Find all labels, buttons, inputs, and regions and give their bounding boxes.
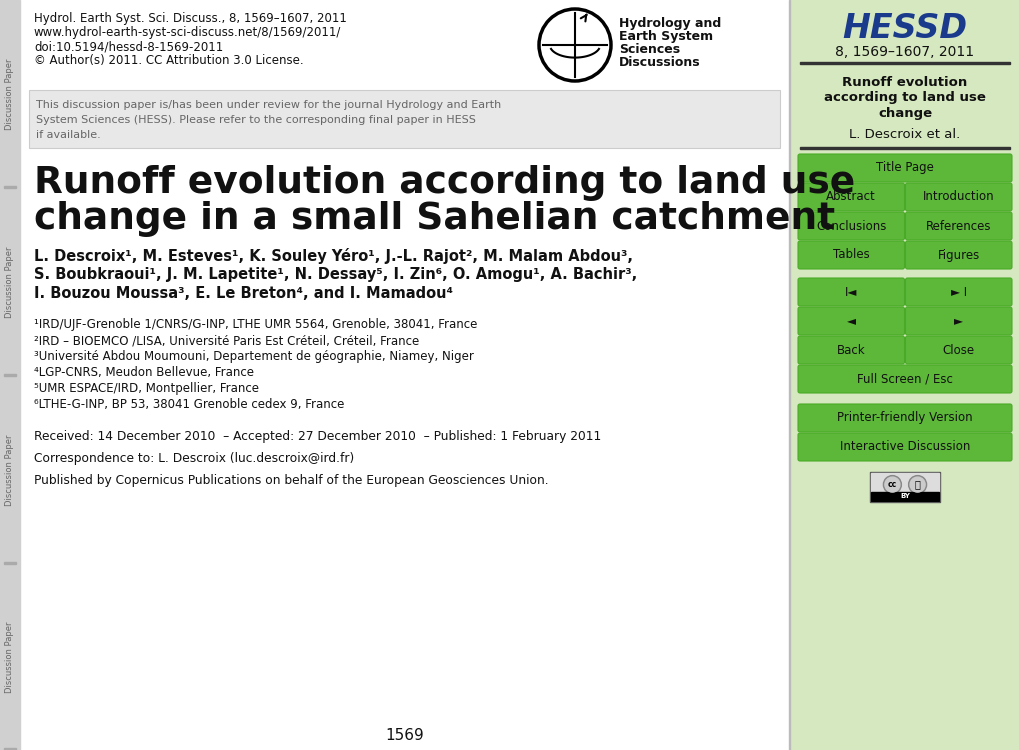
Bar bbox=[790, 0, 1019, 750]
Bar bbox=[20, 0, 790, 750]
Text: change: change bbox=[877, 107, 931, 121]
Text: Back: Back bbox=[837, 344, 865, 356]
Bar bbox=[4, 374, 16, 376]
FancyBboxPatch shape bbox=[797, 183, 904, 211]
FancyBboxPatch shape bbox=[797, 404, 1011, 432]
Text: ³Université Abdou Moumouni, Departement de géographie, Niamey, Niger: ³Université Abdou Moumouni, Departement … bbox=[34, 350, 474, 363]
Text: Conclusions: Conclusions bbox=[815, 220, 886, 232]
Text: Discussion Paper: Discussion Paper bbox=[5, 434, 14, 506]
Text: 8, 1569–1607, 2011: 8, 1569–1607, 2011 bbox=[835, 45, 973, 59]
Bar bbox=[0, 564, 20, 750]
Text: HESSD: HESSD bbox=[842, 11, 967, 44]
Text: Discussion Paper: Discussion Paper bbox=[5, 58, 14, 130]
Text: Received: 14 December 2010  – Accepted: 27 December 2010  – Published: 1 Februar: Received: 14 December 2010 – Accepted: 2… bbox=[34, 430, 600, 443]
Text: References: References bbox=[925, 220, 990, 232]
Text: S. Boubkraoui¹, J. M. Lapetite¹, N. Dessay⁵, I. Zin⁶, O. Amogu¹, A. Bachir³,: S. Boubkraoui¹, J. M. Lapetite¹, N. Dess… bbox=[34, 267, 637, 282]
Text: ⁵UMR ESPACE/IRD, Montpellier, France: ⁵UMR ESPACE/IRD, Montpellier, France bbox=[34, 382, 259, 395]
Bar bbox=[0, 188, 20, 376]
Text: Hydrology and: Hydrology and bbox=[619, 17, 720, 30]
Circle shape bbox=[884, 477, 899, 492]
Text: Runoff evolution: Runoff evolution bbox=[842, 76, 967, 88]
Text: ²IRD – BIOEMCO /LISA, Université Paris Est Créteil, Créteil, France: ²IRD – BIOEMCO /LISA, Université Paris E… bbox=[34, 334, 419, 347]
Bar bbox=[799, 147, 1009, 148]
Text: Interactive Discussion: Interactive Discussion bbox=[839, 440, 969, 454]
Text: Figures: Figures bbox=[936, 248, 979, 262]
FancyBboxPatch shape bbox=[797, 241, 904, 269]
Text: Tables: Tables bbox=[833, 248, 869, 262]
Bar bbox=[870, 492, 938, 501]
Bar bbox=[799, 62, 1009, 64]
FancyBboxPatch shape bbox=[905, 336, 1011, 364]
Text: Published by Copernicus Publications on behalf of the European Geosciences Union: Published by Copernicus Publications on … bbox=[34, 474, 548, 487]
Bar bbox=[4, 562, 16, 564]
FancyBboxPatch shape bbox=[905, 307, 1011, 335]
Bar bbox=[0, 0, 20, 188]
Bar bbox=[0, 376, 20, 564]
FancyBboxPatch shape bbox=[797, 278, 904, 306]
Circle shape bbox=[909, 477, 924, 492]
Text: ► I: ► I bbox=[950, 286, 966, 298]
Circle shape bbox=[908, 476, 925, 494]
Text: Close: Close bbox=[942, 344, 974, 356]
Text: Printer-friendly Version: Printer-friendly Version bbox=[837, 412, 972, 424]
Text: I. Bouzou Moussa³, E. Le Breton⁴, and I. Mamadou⁴: I. Bouzou Moussa³, E. Le Breton⁴, and I.… bbox=[34, 286, 452, 301]
Text: © Author(s) 2011. CC Attribution 3.0 License.: © Author(s) 2011. CC Attribution 3.0 Lic… bbox=[34, 54, 304, 67]
Text: if available.: if available. bbox=[36, 130, 101, 140]
Text: BY: BY bbox=[899, 494, 909, 500]
Bar bbox=[4, 748, 16, 750]
Text: ⁶LTHE-G-INP, BP 53, 38041 Grenoble cedex 9, France: ⁶LTHE-G-INP, BP 53, 38041 Grenoble cedex… bbox=[34, 398, 344, 411]
FancyBboxPatch shape bbox=[797, 212, 904, 240]
Text: according to land use: according to land use bbox=[823, 92, 985, 104]
Text: ¹IRD/UJF-Grenoble 1/CNRS/G-INP, LTHE UMR 5564, Grenoble, 38041, France: ¹IRD/UJF-Grenoble 1/CNRS/G-INP, LTHE UMR… bbox=[34, 318, 477, 331]
Text: ►: ► bbox=[954, 314, 962, 328]
Circle shape bbox=[538, 9, 610, 81]
FancyBboxPatch shape bbox=[905, 241, 1011, 269]
Text: Title Page: Title Page bbox=[875, 161, 933, 175]
Text: cc: cc bbox=[887, 480, 896, 489]
FancyBboxPatch shape bbox=[797, 433, 1011, 461]
Text: ⁴LGP-CNRS, Meudon Bellevue, France: ⁴LGP-CNRS, Meudon Bellevue, France bbox=[34, 366, 254, 379]
Text: Discussions: Discussions bbox=[619, 56, 700, 69]
Text: Correspondence to: L. Descroix (luc.descroix@ird.fr): Correspondence to: L. Descroix (luc.desc… bbox=[34, 452, 354, 465]
Text: change in a small Sahelian catchment: change in a small Sahelian catchment bbox=[34, 201, 835, 237]
Text: Discussion Paper: Discussion Paper bbox=[5, 621, 14, 693]
Text: Full Screen / Esc: Full Screen / Esc bbox=[856, 373, 952, 386]
Text: Hydrol. Earth Syst. Sci. Discuss., 8, 1569–1607, 2011: Hydrol. Earth Syst. Sci. Discuss., 8, 15… bbox=[34, 12, 346, 25]
Text: Introduction: Introduction bbox=[922, 190, 994, 203]
Text: 1569: 1569 bbox=[385, 728, 424, 742]
Text: ⓘ: ⓘ bbox=[914, 479, 919, 490]
FancyBboxPatch shape bbox=[905, 212, 1011, 240]
Text: doi:10.5194/hessd-8-1569-2011: doi:10.5194/hessd-8-1569-2011 bbox=[34, 40, 223, 53]
Text: ◄: ◄ bbox=[846, 314, 855, 328]
Text: Runoff evolution according to land use: Runoff evolution according to land use bbox=[34, 165, 854, 201]
FancyBboxPatch shape bbox=[797, 336, 904, 364]
Text: Sciences: Sciences bbox=[619, 43, 680, 56]
Bar bbox=[4, 186, 16, 188]
Circle shape bbox=[882, 476, 901, 494]
FancyBboxPatch shape bbox=[797, 154, 1011, 182]
Bar bbox=[869, 472, 940, 502]
Text: L. Descroix¹, M. Esteves¹, K. Souley Yéro¹, J.-L. Rajot², M. Malam Abdou³,: L. Descroix¹, M. Esteves¹, K. Souley Yér… bbox=[34, 248, 633, 264]
Text: Discussion Paper: Discussion Paper bbox=[5, 246, 14, 318]
Text: L. Descroix et al.: L. Descroix et al. bbox=[849, 128, 960, 142]
FancyBboxPatch shape bbox=[905, 278, 1011, 306]
FancyBboxPatch shape bbox=[905, 183, 1011, 211]
FancyBboxPatch shape bbox=[797, 307, 904, 335]
Text: www.hydrol-earth-syst-sci-discuss.net/8/1569/2011/: www.hydrol-earth-syst-sci-discuss.net/8/… bbox=[34, 26, 341, 39]
Text: Earth System: Earth System bbox=[619, 30, 712, 43]
Text: Abstract: Abstract bbox=[825, 190, 875, 203]
Bar bbox=[870, 473, 938, 501]
Text: System Sciences (HESS). Please refer to the corresponding final paper in HESS: System Sciences (HESS). Please refer to … bbox=[36, 115, 476, 125]
FancyBboxPatch shape bbox=[797, 365, 1011, 393]
Bar bbox=[29, 90, 780, 148]
Text: This discussion paper is/has been under review for the journal Hydrology and Ear: This discussion paper is/has been under … bbox=[36, 100, 500, 110]
Text: I◄: I◄ bbox=[844, 286, 857, 298]
